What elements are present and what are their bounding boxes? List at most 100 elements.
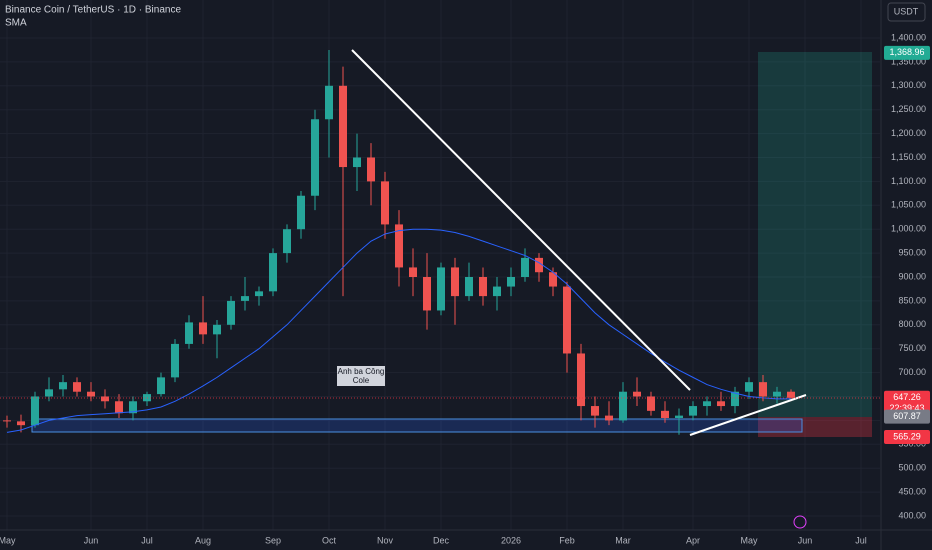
price-label-box xyxy=(884,390,930,415)
alert-icon[interactable] xyxy=(793,515,807,529)
x-tick-label: Sep xyxy=(265,535,281,545)
candle-body xyxy=(689,406,697,416)
y-tick-label: 400.00 xyxy=(898,510,926,520)
y-tick-label: 450.00 xyxy=(898,486,926,496)
candle-body xyxy=(675,415,683,419)
x-tick-label: Jul xyxy=(855,535,867,545)
candle-body xyxy=(619,391,627,421)
candle-body xyxy=(227,300,235,325)
candle-body xyxy=(157,377,165,395)
candle-body xyxy=(563,286,571,354)
y-tick-label: 950.00 xyxy=(898,247,926,257)
candle-body xyxy=(661,410,669,419)
x-tick-label: Jul xyxy=(141,535,153,545)
candle-body xyxy=(745,382,753,392)
candle-body xyxy=(339,85,347,168)
candle-body xyxy=(535,257,543,273)
candle-body xyxy=(381,181,389,225)
candle-body xyxy=(507,276,515,287)
candle-body xyxy=(773,391,781,397)
candle-body xyxy=(73,382,81,392)
price-label: 647.26 xyxy=(893,392,921,402)
candle-body xyxy=(283,229,291,254)
candle-body xyxy=(213,324,221,335)
price-label-box xyxy=(884,429,930,444)
candle-body xyxy=(297,195,305,230)
candle-body xyxy=(465,276,473,297)
x-tick-label: Mar xyxy=(615,535,631,545)
y-tick-label: 900.00 xyxy=(898,271,926,281)
y-tick-label: 1,250.00 xyxy=(891,104,926,114)
candle-body xyxy=(185,322,193,344)
annotation: Anh ba Công Cole xyxy=(337,366,385,386)
trendline xyxy=(351,49,691,391)
price-label-box xyxy=(884,45,930,60)
candle-body xyxy=(255,291,263,297)
candle-body xyxy=(171,343,179,378)
candle-body xyxy=(633,391,641,397)
x-tick-label: Nov xyxy=(377,535,394,545)
axis: 400.00450.00500.00550.00600.00650.00700.… xyxy=(0,32,930,545)
x-tick-label: Aug xyxy=(195,535,211,545)
chart-title: Binance Coin / TetherUS · 1D · Binance xyxy=(5,5,181,16)
candle-body xyxy=(101,396,109,402)
profit-zone xyxy=(758,52,872,417)
y-tick-label: 700.00 xyxy=(898,367,926,377)
y-tick-label: 1,100.00 xyxy=(891,176,926,186)
candle-body xyxy=(605,415,613,421)
candle-body xyxy=(423,276,431,311)
candle-body xyxy=(409,267,417,277)
y-tick-label: 1,000.00 xyxy=(891,224,926,234)
candle-body xyxy=(493,286,501,297)
currency-button[interactable] xyxy=(887,2,926,22)
candle-body xyxy=(45,389,53,397)
candle-body xyxy=(717,401,725,407)
y-tick-label: 1,200.00 xyxy=(891,128,926,138)
candle-body xyxy=(241,296,249,301)
indicator-label: SMA xyxy=(5,18,27,29)
y-tick-label: 850.00 xyxy=(898,295,926,305)
candle-body xyxy=(395,224,403,268)
x-tick-label: Dec xyxy=(433,535,450,545)
y-tick-label: 500.00 xyxy=(898,463,926,473)
candle-body xyxy=(3,420,11,422)
candle-body xyxy=(451,267,459,297)
candle-body xyxy=(311,119,319,196)
candle-body xyxy=(87,391,95,397)
currency[interactable]: USDT xyxy=(894,6,919,16)
y-tick-label: 1,300.00 xyxy=(891,80,926,90)
candle-body xyxy=(367,157,375,182)
x-tick-label: May xyxy=(0,535,16,545)
candle-body xyxy=(549,272,557,287)
candle-body xyxy=(115,401,123,414)
x-tick-label: May xyxy=(740,535,758,545)
x-tick-label: Feb xyxy=(559,535,575,545)
price-label: 565.29 xyxy=(893,431,921,441)
candle-body xyxy=(353,157,361,168)
x-tick-label: 2026 xyxy=(501,535,521,545)
candle-body xyxy=(17,421,25,426)
candle-body xyxy=(521,257,529,277)
y-tick-label: 1,050.00 xyxy=(891,200,926,210)
x-tick-label: Jun xyxy=(84,535,99,545)
candle-body xyxy=(703,401,711,407)
candle-body xyxy=(199,322,207,335)
candle-body xyxy=(59,382,67,390)
y-tick-label: 1,400.00 xyxy=(891,32,926,42)
trendline xyxy=(689,394,807,436)
candles xyxy=(3,49,795,435)
candle-body xyxy=(759,382,767,397)
y-tick-label: 1,350.00 xyxy=(891,56,926,66)
candle-body xyxy=(31,396,39,426)
x-tick-label: Oct xyxy=(322,535,337,545)
support-zone xyxy=(31,418,803,433)
candle-body xyxy=(269,253,277,292)
countdown: 22:39:43 xyxy=(889,403,924,413)
price-label: 607.87 xyxy=(893,411,921,421)
candle-body xyxy=(437,267,445,311)
x-tick-label: Apr xyxy=(686,535,700,545)
price-label: 1,368.96 xyxy=(889,47,924,57)
